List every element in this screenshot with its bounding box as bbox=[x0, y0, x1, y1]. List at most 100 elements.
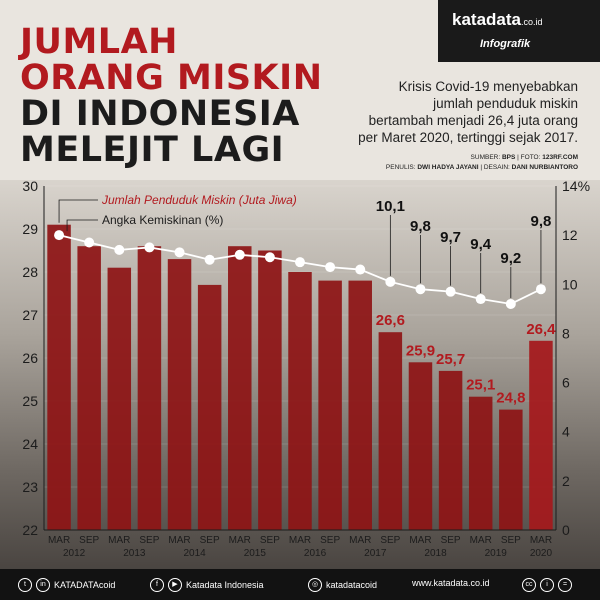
linkedin-icon: in bbox=[36, 578, 50, 592]
description-line-1: Krisis Covid-19 menyebabkan bbox=[398, 79, 578, 94]
bar bbox=[167, 259, 192, 530]
brand-tld: .co.id bbox=[520, 17, 543, 27]
y-right-tick-label: 2 bbox=[562, 473, 570, 489]
twitter-handle: KATADATAcoid bbox=[54, 580, 116, 590]
description: Krisis Covid-19 menyebabkan jumlah pendu… bbox=[338, 78, 578, 146]
legend-leader-line bbox=[66, 219, 98, 232]
y-left-tick-label: 28 bbox=[22, 264, 38, 280]
line-point bbox=[295, 257, 305, 268]
x-tick-label: MAR bbox=[229, 535, 251, 546]
x-year-label: 2016 bbox=[304, 548, 327, 559]
bar bbox=[228, 246, 252, 530]
x-tick-label: MAR bbox=[289, 535, 311, 546]
by-icon: i bbox=[540, 578, 554, 592]
x-tick-label: MAR bbox=[108, 535, 130, 546]
bar bbox=[499, 409, 523, 530]
x-year-label: 2020 bbox=[530, 548, 553, 559]
bar-series bbox=[47, 224, 553, 530]
x-tick-label: SEP bbox=[380, 535, 400, 546]
brand-tag: Infografik bbox=[480, 38, 531, 50]
line-value-label: 9,8 bbox=[410, 218, 431, 235]
bar-value-label: 26,6 bbox=[376, 312, 405, 329]
x-tick-label: MAR bbox=[530, 535, 552, 546]
line-series bbox=[54, 230, 546, 309]
line-point bbox=[475, 294, 486, 305]
bar bbox=[197, 284, 222, 530]
facebook-handle: Katadata Indonesia bbox=[186, 580, 264, 590]
title-line-1: JUMLAH bbox=[20, 22, 178, 62]
brand-word: katadata bbox=[452, 10, 521, 29]
line-point bbox=[204, 254, 215, 265]
foto-value: 123RF.COM bbox=[542, 154, 578, 161]
x-tick-label: SEP bbox=[320, 535, 340, 546]
x-tick-label: SEP bbox=[501, 535, 521, 546]
y-left-tick-label: 27 bbox=[22, 307, 38, 323]
legend-bar-label: Jumlah Penduduk Miskin (Juta Jiwa) bbox=[101, 193, 297, 207]
y-left-tick-label: 26 bbox=[22, 350, 38, 366]
footer-license: cc i = bbox=[522, 578, 572, 592]
line-value-label: 10,1 bbox=[376, 198, 405, 215]
bar bbox=[77, 246, 101, 530]
description-line-2: jumlah penduduk miskin bbox=[433, 96, 578, 111]
y-right-tick-label: 14% bbox=[562, 178, 590, 194]
line-value-label: 9,4 bbox=[470, 236, 492, 253]
y-left-tick-label: 29 bbox=[22, 221, 38, 237]
x-tick-label: SEP bbox=[441, 535, 461, 546]
bar bbox=[288, 272, 312, 530]
line-point bbox=[174, 247, 185, 258]
footer: t in KATADATAcoid f ▶ Katadata Indonesia… bbox=[0, 569, 600, 600]
legend-line-label: Angka Kemiskinan (%) bbox=[102, 213, 223, 227]
y-left-tick-label: 23 bbox=[22, 479, 38, 495]
footer-instagram[interactable]: ◎ katadatacoid bbox=[308, 578, 377, 592]
line-point bbox=[385, 276, 396, 287]
bar-value-label: 26,4 bbox=[526, 321, 556, 338]
x-year-label: 2018 bbox=[424, 548, 447, 559]
x-year-label: 2017 bbox=[364, 548, 387, 559]
desain-label: DESAIN: bbox=[483, 164, 510, 171]
youtube-icon: ▶ bbox=[168, 578, 182, 592]
y-left-tick-label: 25 bbox=[22, 393, 38, 409]
foto-label: FOTO: bbox=[520, 154, 541, 161]
bar bbox=[258, 250, 282, 530]
description-line-4: per Maret 2020, tertinggi sejak 2017. bbox=[358, 130, 578, 145]
footer-website[interactable]: www.katadata.co.id bbox=[412, 578, 490, 588]
footer-facebook[interactable]: f ▶ Katadata Indonesia bbox=[150, 578, 264, 592]
line-point bbox=[355, 264, 366, 275]
x-tick-label: SEP bbox=[139, 535, 159, 546]
bar bbox=[408, 362, 433, 530]
bar-value-label: 25,7 bbox=[436, 351, 465, 368]
x-year-label: 2013 bbox=[123, 548, 146, 559]
website-url: www.katadata.co.id bbox=[412, 578, 490, 588]
line-value-label: 9,2 bbox=[500, 250, 521, 267]
legend: Jumlah Penduduk Miskin (Juta Jiwa) Angka … bbox=[58, 193, 297, 232]
bar bbox=[348, 280, 372, 530]
x-tick-label: MAR bbox=[48, 535, 70, 546]
x-tick-label: SEP bbox=[79, 535, 99, 546]
x-tick-label: MAR bbox=[168, 535, 190, 546]
penulis-value: DWI HADYA JAYANI bbox=[417, 164, 479, 171]
x-tick-label: MAR bbox=[409, 535, 431, 546]
x-year-label: 2015 bbox=[244, 548, 267, 559]
title-line-4: MELEJIT LAGI bbox=[20, 130, 285, 170]
title-line-2: ORANG MISKIN bbox=[20, 58, 323, 98]
title-line-3: DI INDONESIA bbox=[20, 94, 300, 134]
line-point bbox=[54, 230, 65, 241]
cc-icon: cc bbox=[522, 578, 536, 592]
penulis-label: PENULIS: bbox=[385, 164, 416, 171]
sumber-value: BPS bbox=[501, 154, 516, 161]
line-point bbox=[144, 242, 155, 253]
bar bbox=[378, 332, 403, 530]
footer-twitter[interactable]: t in KATADATAcoid bbox=[18, 578, 115, 592]
label-leaders bbox=[389, 215, 542, 298]
y-right-tick-label: 0 bbox=[562, 522, 570, 538]
bar bbox=[438, 370, 463, 530]
line-value-label: 9,7 bbox=[440, 229, 461, 246]
desain-value: DANI NURBIANTORO bbox=[511, 164, 578, 171]
line-point bbox=[325, 262, 336, 273]
line-point bbox=[505, 298, 516, 309]
x-year-label: 2019 bbox=[485, 548, 508, 559]
description-line-3: bertambah menjadi 26,4 juta orang bbox=[368, 113, 578, 128]
y-right-tick-label: 4 bbox=[562, 424, 570, 440]
